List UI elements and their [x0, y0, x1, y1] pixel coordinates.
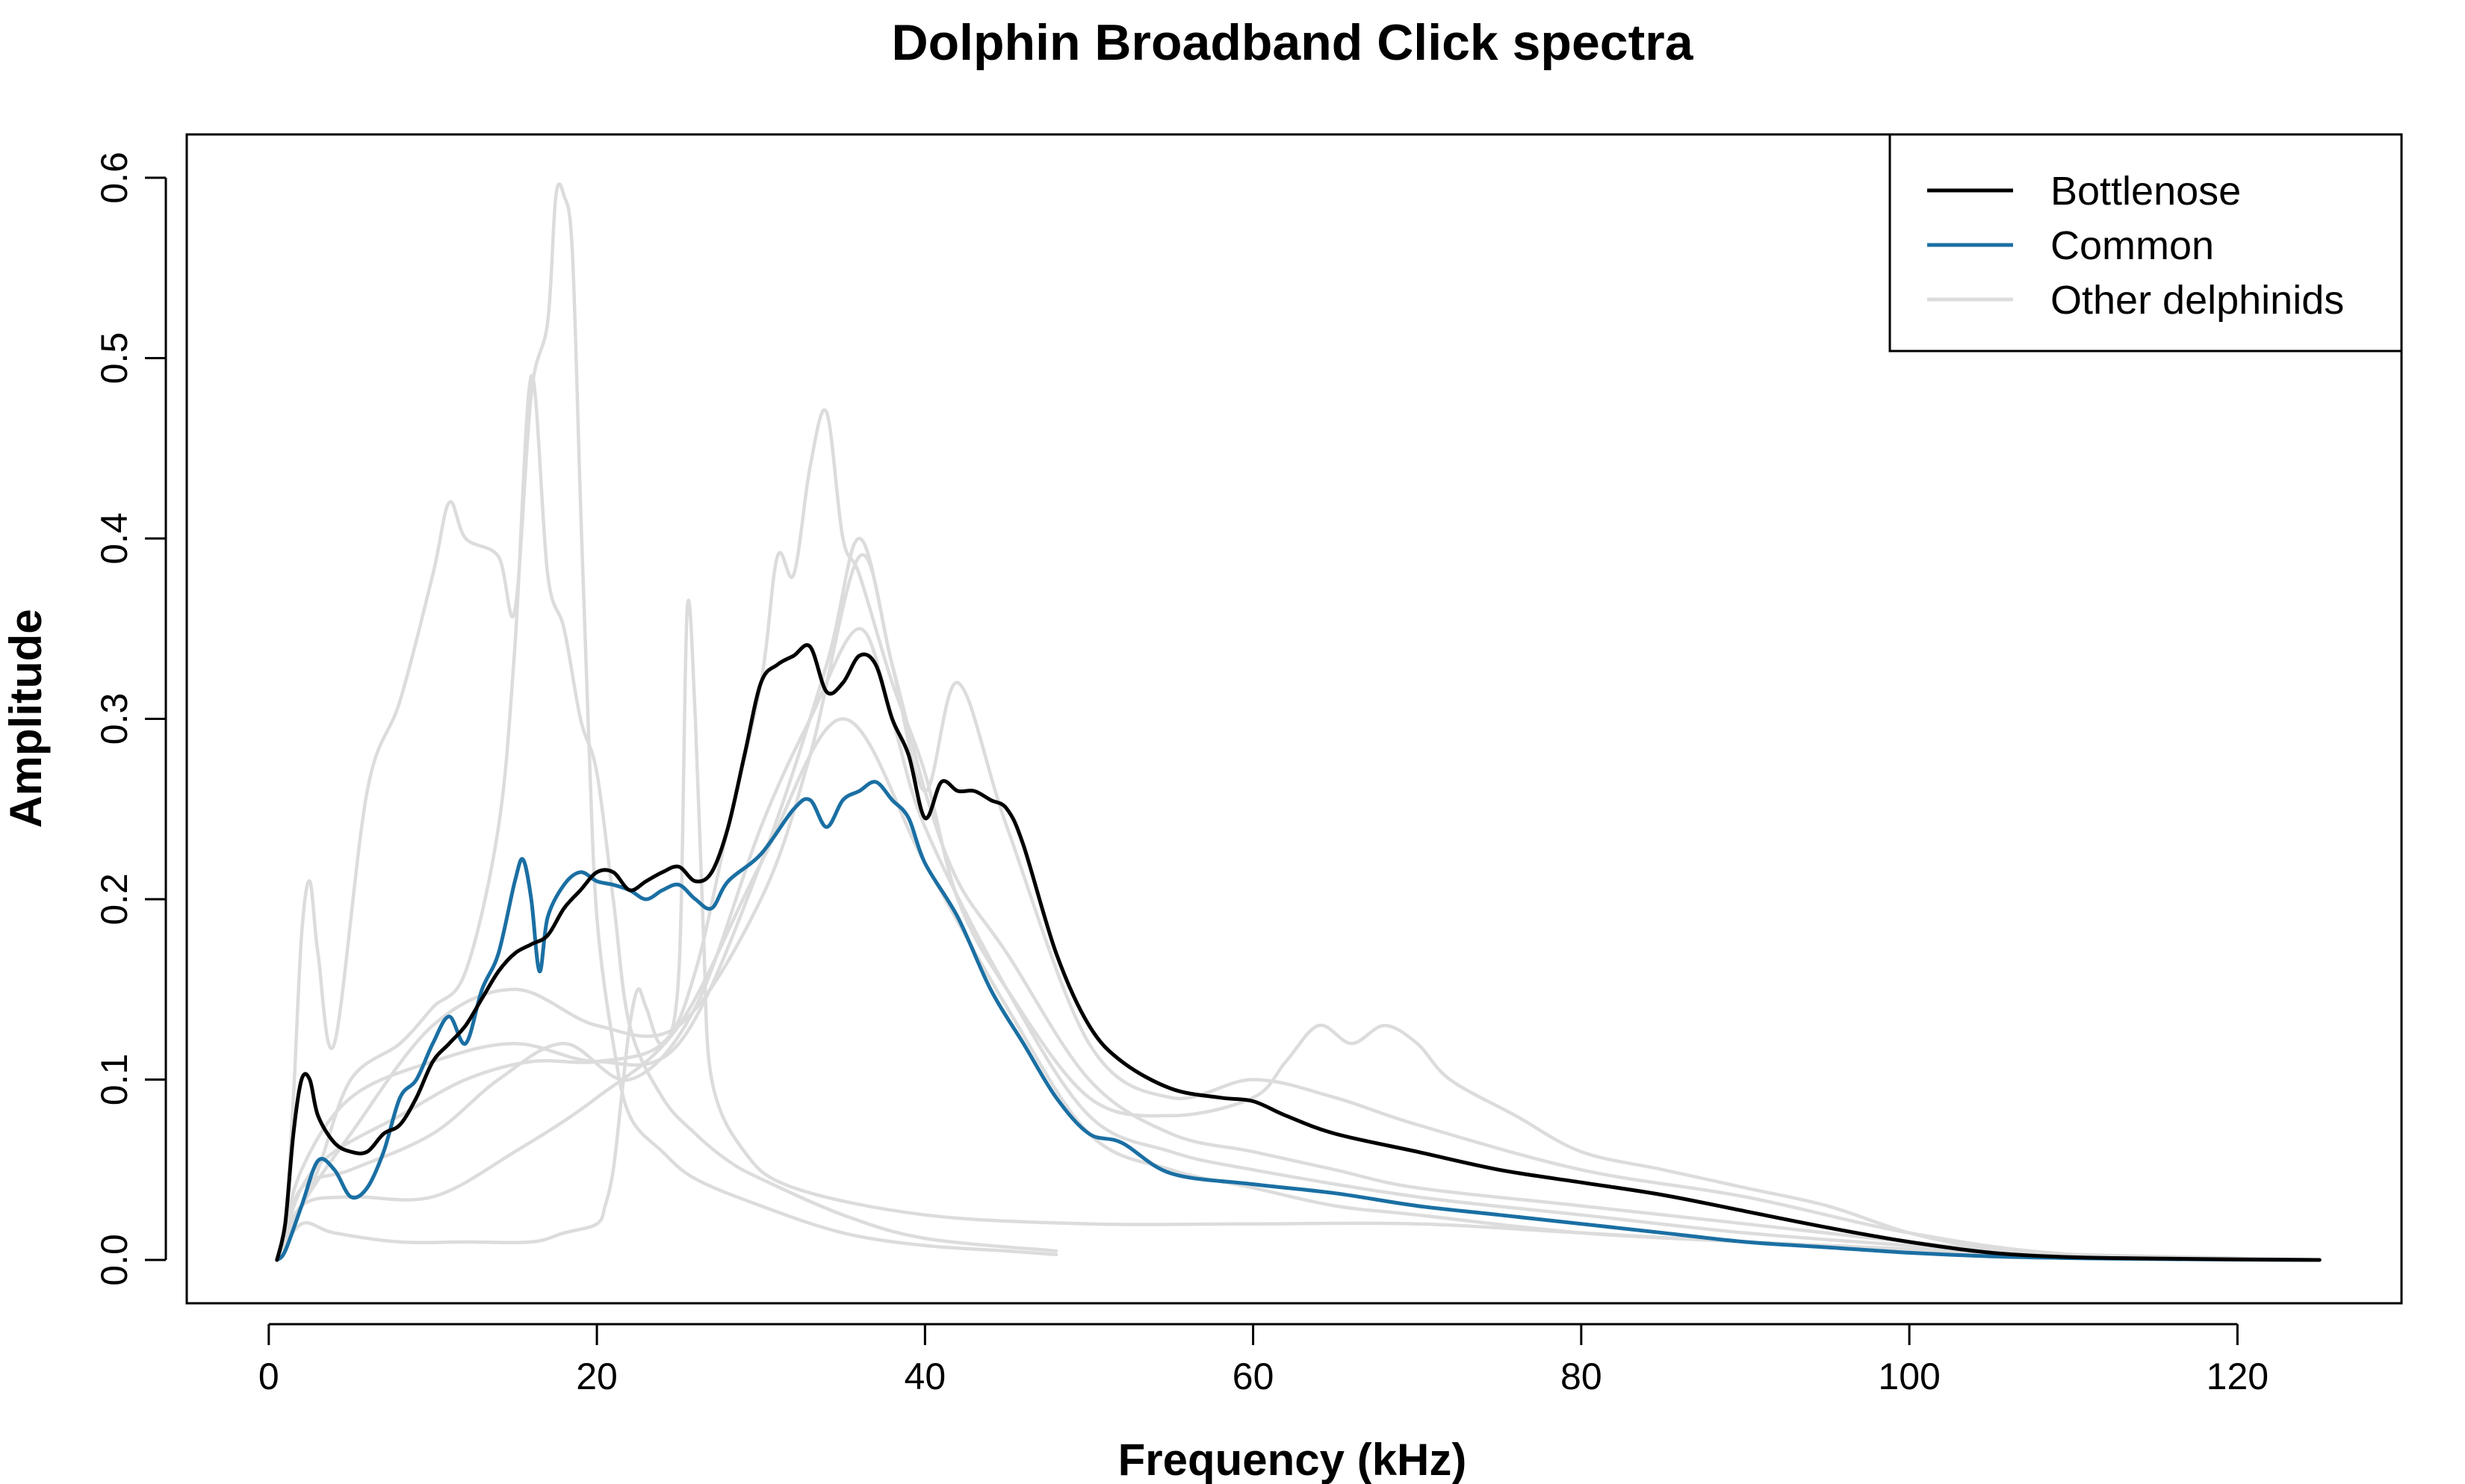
y-tick-label: 0.5 [93, 332, 135, 385]
series-line-other-delphinids-3 [275, 408, 2322, 1262]
y-tick-label: 0.4 [93, 512, 135, 565]
legend: Bottlenose Common Other delphinids [1888, 133, 2403, 353]
x-tick-label: 40 [905, 1356, 946, 1397]
plot-frame [185, 133, 2403, 1305]
series-line-other-delphinids-4 [275, 536, 2322, 1262]
legend-label-bottlenose: Bottlenose [2050, 169, 2241, 214]
x-tick-label: 60 [1232, 1356, 1274, 1397]
y-axis: 0.0 0.1 0.2 0.3 0.4 0.5 0.6 [93, 152, 167, 1286]
x-tick-label: 0 [258, 1356, 279, 1397]
y-tick-label: 0.2 [93, 873, 135, 925]
legend-label-common: Common [2050, 223, 2214, 268]
legend-label-other-delphinids: Other delphinids [2050, 278, 2344, 323]
x-axis: 0 20 40 60 80 100 120 [258, 1323, 2269, 1397]
series-line-other-delphinids-6 [275, 627, 2322, 1262]
y-tick-label: 0.0 [93, 1234, 135, 1286]
y-tick-label: 0.1 [93, 1054, 135, 1106]
series-line-common-8 [275, 780, 2322, 1262]
y-axis-title: Amplitude [1, 609, 51, 828]
y-tick-label: 0.6 [93, 152, 135, 204]
series-line-bottlenose-9 [275, 643, 2322, 1262]
x-tick-label: 20 [576, 1356, 618, 1397]
legend-box [1888, 133, 2403, 353]
x-tick-label: 100 [1878, 1356, 1940, 1397]
x-tick-label: 80 [1560, 1356, 1602, 1397]
series-line-other-delphinids-1 [275, 373, 1058, 1262]
chart-title: Dolphin Broadband Click spectra [891, 14, 1693, 71]
x-tick-label: 120 [2207, 1356, 2269, 1397]
series-line-other-delphinids-0 [275, 182, 1058, 1262]
x-axis-title: Frequency (kHz) [1118, 1435, 1467, 1484]
y-tick-label: 0.3 [93, 693, 135, 745]
series-line-other-delphinids-5 [275, 553, 2322, 1262]
plot-area [275, 182, 2322, 1262]
